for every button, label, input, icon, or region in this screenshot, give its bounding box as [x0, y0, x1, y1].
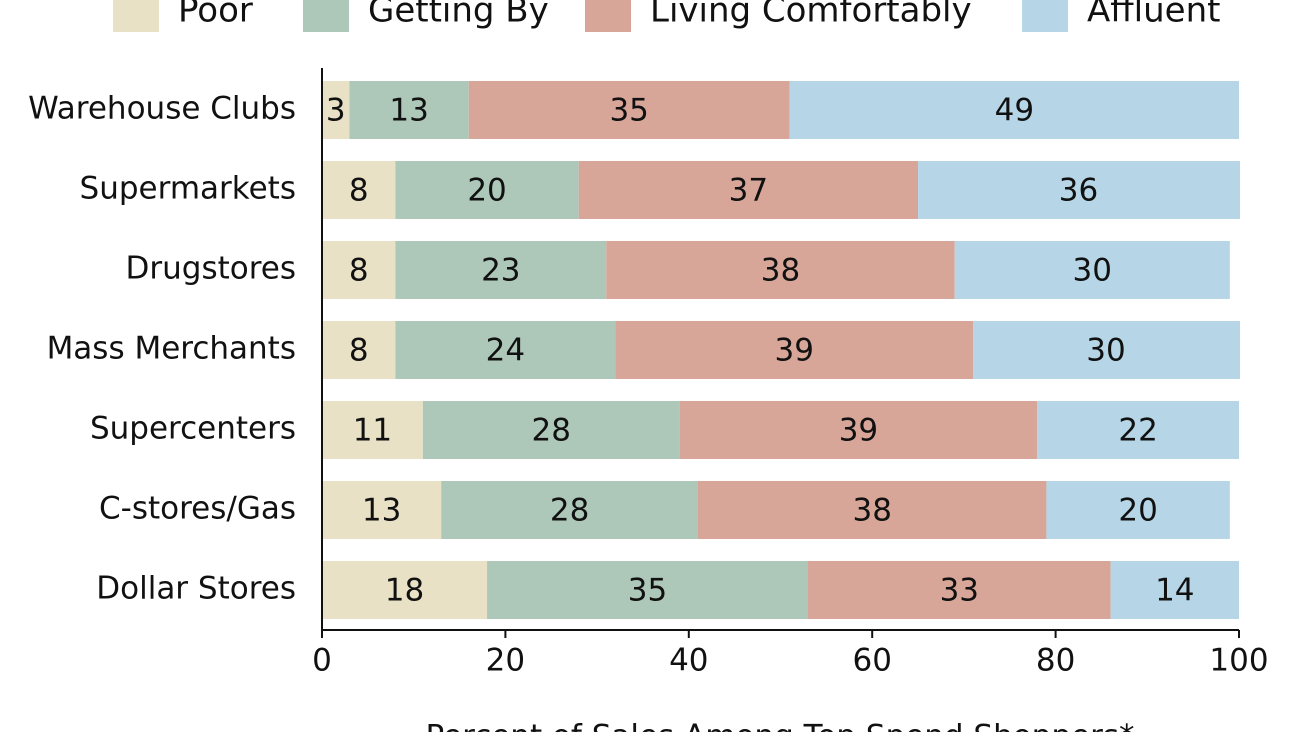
- data-label: 38: [761, 253, 800, 289]
- bar-segment: [973, 321, 1240, 379]
- data-label: 20: [1118, 493, 1157, 529]
- data-label: 8: [349, 333, 369, 369]
- data-label: 35: [609, 93, 648, 129]
- bar-segment: [1046, 481, 1230, 539]
- data-label: 14: [1155, 573, 1194, 609]
- bar-segment: [487, 561, 809, 619]
- bar-segment: [322, 401, 423, 459]
- bar-segment: [322, 161, 396, 219]
- data-label: 18: [385, 573, 424, 609]
- bar-segment: [422, 401, 680, 459]
- legend-swatch: [303, 0, 349, 32]
- data-label: 28: [550, 493, 589, 529]
- bar-segment: [395, 241, 607, 299]
- x-axis-title: Percent of Sales Among Top Spend Shopper…: [425, 719, 1134, 732]
- bar-segment: [441, 481, 698, 539]
- data-label: 36: [1059, 173, 1098, 209]
- data-label: 22: [1118, 413, 1157, 449]
- data-label: 8: [349, 173, 369, 209]
- data-label: 49: [995, 93, 1034, 129]
- data-label: 23: [481, 253, 520, 289]
- data-label: 13: [389, 93, 428, 129]
- y-tick-label: Supermarkets: [80, 171, 296, 207]
- bar-segment: [349, 81, 469, 139]
- data-label: 11: [353, 413, 392, 449]
- data-label: 28: [532, 413, 571, 449]
- y-tick-label: Mass Merchants: [47, 331, 296, 367]
- x-tick-label: 40: [669, 643, 708, 679]
- data-label: 39: [775, 333, 814, 369]
- legend-swatch: [585, 0, 631, 32]
- bar-segment: [468, 81, 790, 139]
- legend-label: Affluent: [1087, 0, 1220, 31]
- y-tick-label: C-stores/Gas: [99, 491, 296, 527]
- legend-label: Getting By: [368, 0, 549, 31]
- bar-segment: [578, 161, 919, 219]
- legend-swatch: [1022, 0, 1068, 32]
- bar-segment: [322, 241, 396, 299]
- bar-segment: [322, 481, 442, 539]
- data-label: 37: [729, 173, 768, 209]
- data-label: 13: [362, 493, 401, 529]
- x-tick-label: 100: [1209, 643, 1268, 679]
- x-tick-label: 60: [852, 643, 891, 679]
- data-label: 38: [852, 493, 891, 529]
- bar-segment: [395, 321, 616, 379]
- data-label: 20: [467, 173, 506, 209]
- bar-segment: [918, 161, 1240, 219]
- bar-segment: [615, 321, 974, 379]
- data-label: 35: [628, 573, 667, 609]
- bar-segment: [954, 241, 1230, 299]
- bar-segment: [697, 481, 1047, 539]
- y-tick-label: Supercenters: [90, 411, 296, 447]
- y-tick-label: Warehouse Clubs: [28, 91, 296, 127]
- y-tick-label: Drugstores: [126, 251, 297, 287]
- data-label: 3: [326, 93, 346, 129]
- bar-segment: [1110, 561, 1239, 619]
- bar-segment: [322, 321, 396, 379]
- bar-segment: [606, 241, 955, 299]
- x-tick-label: 20: [486, 643, 525, 679]
- bar-segment: [789, 81, 1239, 139]
- bar-segment: [679, 401, 1038, 459]
- legend-label: Living Comfortably: [650, 0, 972, 31]
- x-tick-label: 0: [312, 643, 332, 679]
- plot-area: [322, 81, 1240, 619]
- bar-segment: [1037, 401, 1239, 459]
- data-label: 39: [839, 413, 878, 449]
- x-tick-label: 80: [1036, 643, 1075, 679]
- data-label: 30: [1086, 333, 1125, 369]
- data-label: 24: [486, 333, 525, 369]
- legend-label: Poor: [178, 0, 253, 31]
- data-label: 8: [349, 253, 369, 289]
- data-label: 30: [1073, 253, 1112, 289]
- bar-segment: [322, 561, 488, 619]
- y-tick-label: Dollar Stores: [96, 571, 296, 607]
- bar-segment: [395, 161, 579, 219]
- legend-swatch: [113, 0, 159, 32]
- bar-segment: [322, 81, 350, 139]
- bar-segment: [808, 561, 1111, 619]
- data-label: 33: [940, 573, 979, 609]
